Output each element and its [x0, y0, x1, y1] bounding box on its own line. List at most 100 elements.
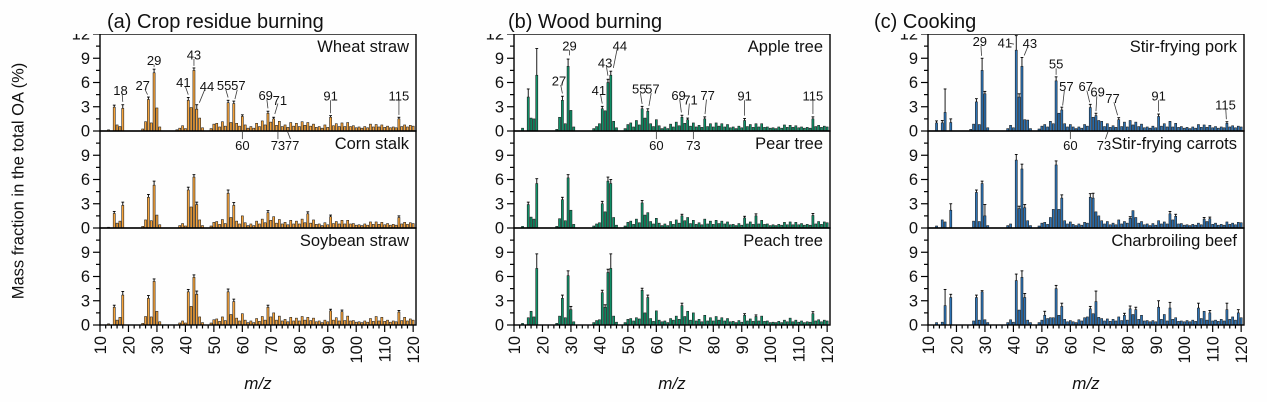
bar	[1020, 277, 1024, 326]
peak-label: 29	[973, 34, 987, 49]
bar	[532, 316, 536, 326]
peak-label: 41	[592, 83, 606, 98]
y-tick-label: 9	[495, 244, 504, 262]
peak-label-leader	[1113, 102, 1118, 116]
bar	[1234, 319, 1237, 326]
bar	[637, 124, 641, 132]
peak-label: 44	[613, 39, 627, 54]
y-tick-label: 12	[72, 34, 90, 44]
bar	[121, 205, 125, 229]
x-axis-title: m/z	[928, 374, 1244, 402]
bar	[1040, 319, 1044, 326]
bar	[626, 319, 630, 326]
y-tick-label: 3	[495, 292, 504, 310]
bar	[566, 177, 570, 229]
bar	[260, 120, 264, 132]
peak-label: 69	[258, 88, 272, 103]
bar	[292, 125, 295, 132]
bar	[526, 317, 530, 326]
bar	[403, 124, 406, 132]
bar	[1157, 220, 1160, 229]
bar	[569, 110, 573, 132]
bar	[189, 107, 193, 132]
bar	[703, 315, 707, 326]
bar	[535, 183, 539, 229]
y-tick-label: 0	[495, 317, 504, 335]
bar	[212, 319, 216, 326]
y-tick-label: 3	[81, 292, 90, 310]
bar	[1160, 319, 1163, 326]
bar	[535, 268, 539, 326]
x-tick-label: 90	[734, 336, 752, 354]
bar	[1094, 211, 1098, 229]
bar	[972, 123, 975, 132]
bar	[1106, 123, 1109, 132]
bar	[692, 220, 695, 229]
x-tick-label: 50	[620, 336, 638, 354]
x-tick-label: 50	[206, 336, 224, 354]
bar	[606, 82, 610, 132]
bar	[229, 217, 233, 229]
y-tick-label: 3	[81, 195, 90, 213]
bar	[983, 319, 987, 326]
bar	[329, 216, 332, 229]
peak-label-leader	[198, 90, 205, 103]
bar	[1197, 307, 1200, 326]
bar	[1017, 309, 1021, 326]
bar	[340, 220, 344, 229]
bar	[822, 319, 826, 326]
x-tick-label: 30	[563, 336, 581, 354]
peak-label-leader	[612, 49, 618, 69]
peak-label: 57	[231, 78, 245, 93]
bar	[1236, 222, 1240, 229]
bar	[380, 124, 384, 132]
bar	[195, 108, 199, 132]
bar	[743, 217, 746, 229]
bar	[788, 317, 792, 326]
bar	[748, 221, 752, 229]
bar	[1100, 121, 1103, 132]
bar	[1197, 124, 1200, 132]
bar	[686, 119, 689, 132]
y-tick-label: 0	[495, 123, 504, 141]
bar	[192, 70, 196, 132]
columns-container: (a) Crop residue burning 0 3 6 9 12 Wheat str…	[38, 0, 1248, 402]
bar	[1123, 121, 1126, 132]
y-tick-label: 3	[909, 292, 918, 310]
bar	[709, 220, 712, 229]
bar	[346, 315, 350, 326]
y-tick-label: 6	[495, 171, 504, 189]
bar	[535, 74, 539, 132]
column-wood-burning: (b) Wood burning 0 3 6 9 12 Apple tree 27 29 41 4…	[452, 0, 834, 402]
bar	[411, 319, 415, 326]
bar	[323, 222, 327, 229]
bar	[748, 124, 752, 132]
bar	[714, 316, 718, 326]
y-ticks: 0 3 6 9	[909, 142, 928, 238]
bar	[1168, 121, 1172, 132]
x-tick-label: 40	[177, 336, 195, 354]
bar	[1128, 218, 1132, 229]
y-tick-label: 12	[486, 34, 504, 44]
peak-label: 91	[323, 89, 337, 104]
bar	[697, 222, 701, 229]
x-tick-label: 10	[506, 336, 524, 354]
bar	[186, 189, 190, 229]
bar	[612, 217, 615, 229]
bar	[215, 123, 219, 132]
peak-label: 43	[1023, 36, 1037, 51]
bar	[677, 125, 681, 132]
bar	[300, 316, 304, 326]
bar	[212, 222, 216, 229]
bar	[532, 218, 536, 229]
bar	[561, 100, 564, 132]
peak-label: 27	[135, 78, 149, 93]
bar	[1162, 123, 1166, 132]
bar	[692, 122, 695, 132]
bar	[1202, 310, 1206, 326]
bar	[674, 315, 678, 326]
bar	[149, 316, 153, 326]
